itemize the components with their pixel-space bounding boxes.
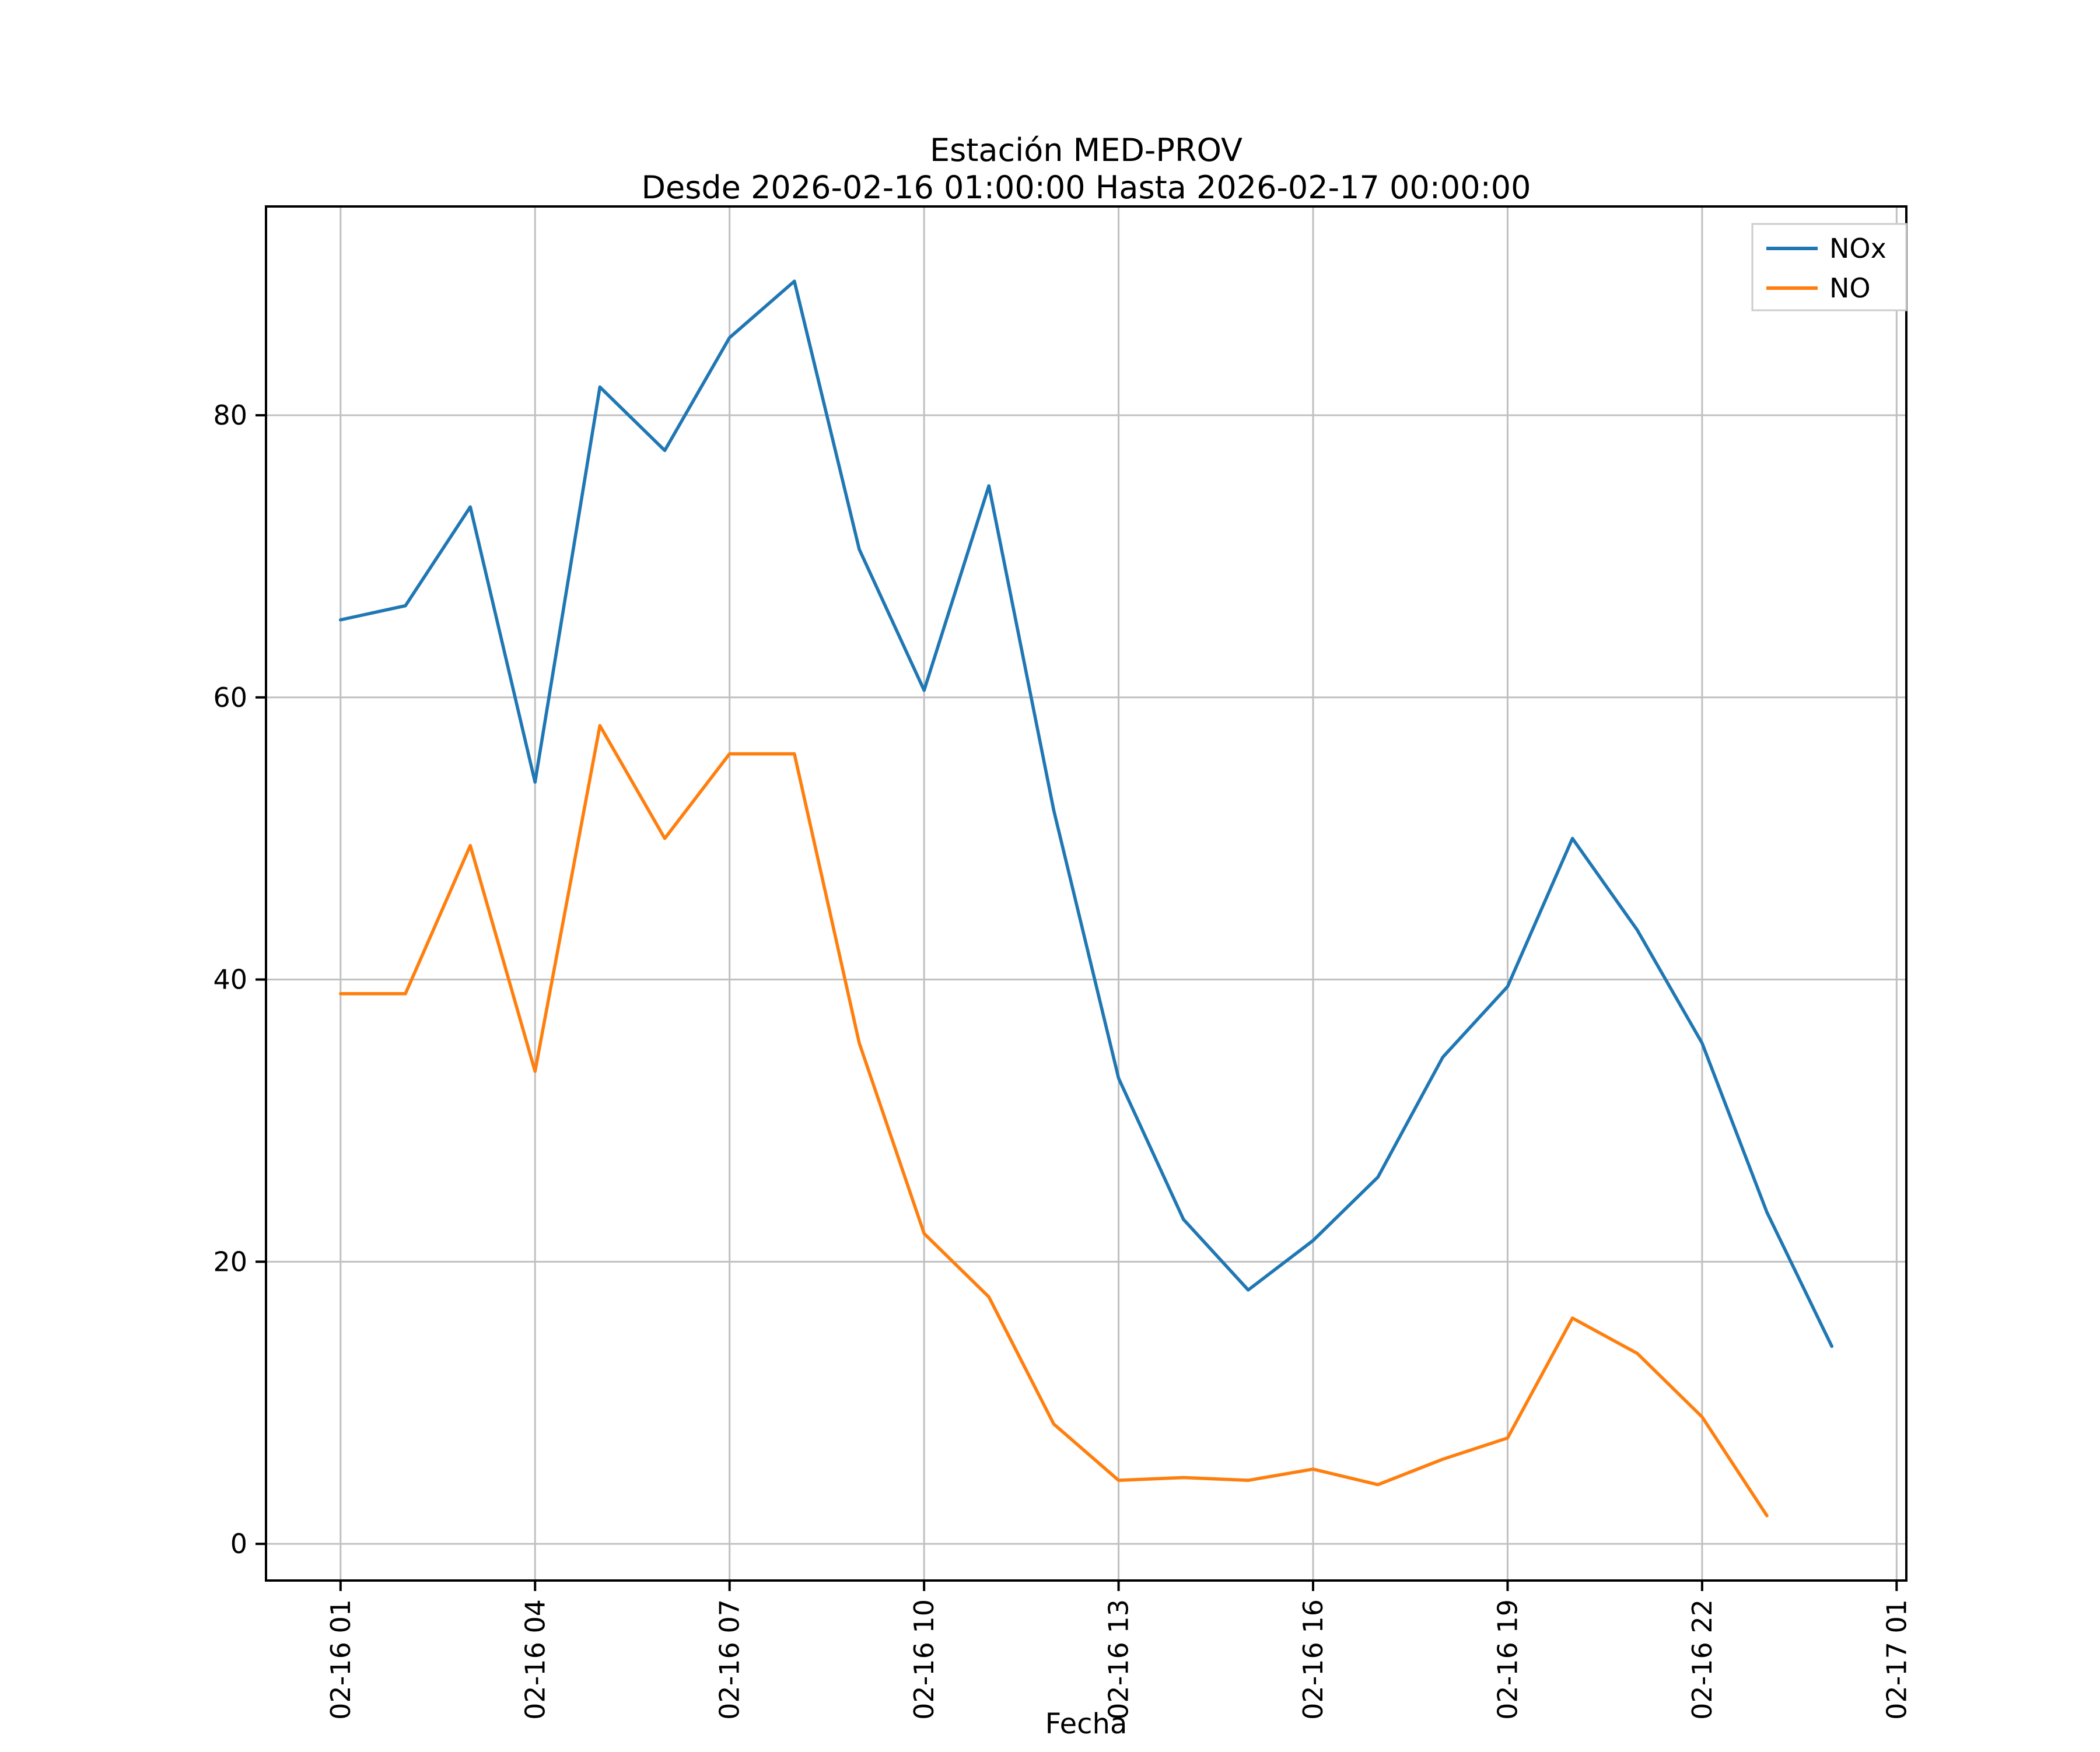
legend-box <box>1751 223 1908 311</box>
chart-subtitle: Desde 2026-02-16 01:00:00 Hasta 2026-02-… <box>641 169 1531 206</box>
tick-layer: 02-16 01 02-16 04 02-16 07 02-16 10 02-16 13… <box>213 400 1912 1720</box>
x-tick-label: 02-16 19 <box>1492 1599 1523 1720</box>
axes-spines <box>265 205 1908 1582</box>
x-tick-label: 02-16 10 <box>908 1599 940 1720</box>
chart-title: Estación MED-PROV <box>930 132 1242 169</box>
legend: NOx NO <box>1751 223 1908 311</box>
x-tick-label: 02-16 01 <box>325 1599 356 1720</box>
series-line-no <box>338 724 1769 1518</box>
x-tick-label: 02-16 22 <box>1686 1599 1718 1720</box>
y-tick-label: 40 <box>213 964 247 996</box>
x-tick-label: 02-16 16 <box>1297 1599 1329 1720</box>
x-axis-label: Fecha <box>1045 1708 1128 1740</box>
series-line-nox <box>338 279 1833 1348</box>
x-tick-label: 02-16 04 <box>519 1599 551 1720</box>
legend-label-no: NO <box>1829 272 1871 304</box>
x-tick-label: 02-17 01 <box>1881 1599 1912 1720</box>
x-tick-label: 02-16 13 <box>1103 1599 1135 1720</box>
y-tick-label: 20 <box>213 1246 247 1277</box>
legend-label-nox: NOx <box>1829 233 1887 264</box>
y-tick-label: 0 <box>230 1528 247 1560</box>
x-tick-label: 02-16 07 <box>714 1599 746 1720</box>
y-tick-label: 60 <box>213 682 247 713</box>
series-layer <box>338 279 1833 1518</box>
grid-layer <box>266 206 1906 1581</box>
y-tick-label: 80 <box>213 400 247 431</box>
